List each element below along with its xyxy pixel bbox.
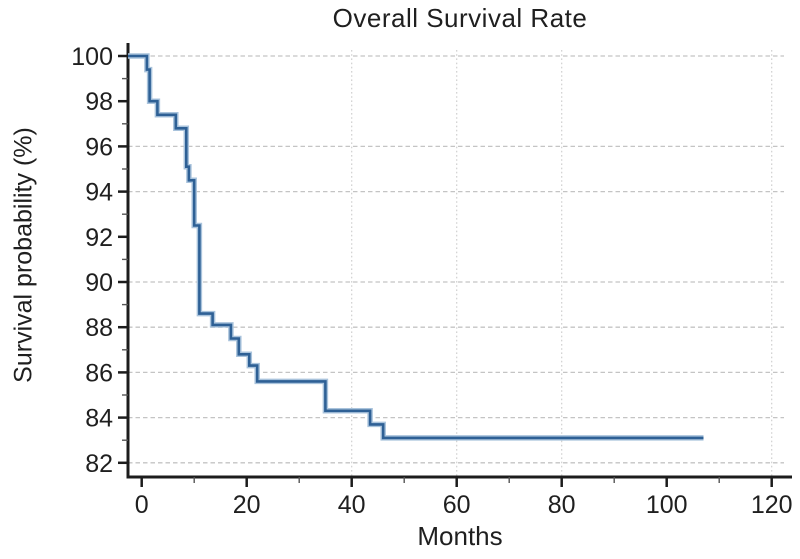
x-tick-label: 80 [548, 491, 576, 519]
chart-title: Overall Survival Rate [332, 3, 588, 33]
y-tick-label: 90 [85, 269, 113, 297]
x-tick-label: 20 [233, 491, 261, 519]
survival-curve-halo [128, 53, 704, 441]
y-tick-label: 98 [85, 88, 113, 116]
x-axis-title: Months [417, 521, 503, 551]
x-tick-label: 0 [135, 491, 149, 519]
y-tick-label: 100 [71, 43, 113, 71]
y-tick-label: 92 [85, 224, 113, 252]
x-tick-label: 100 [646, 491, 688, 519]
x-tick-label: 40 [338, 491, 366, 519]
x-tick-label: 60 [443, 491, 471, 519]
y-tick-label: 84 [85, 405, 113, 433]
survival-curve [128, 54, 704, 440]
y-axis-title: Survival probability (%) [9, 127, 38, 383]
y-tick-label: 86 [85, 359, 113, 387]
y-tick-label: 88 [85, 314, 113, 342]
x-tick-label: 120 [751, 491, 793, 519]
y-tick-label: 94 [85, 179, 113, 207]
y-tick-label: 82 [85, 450, 113, 478]
y-tick-label: 96 [85, 133, 113, 161]
